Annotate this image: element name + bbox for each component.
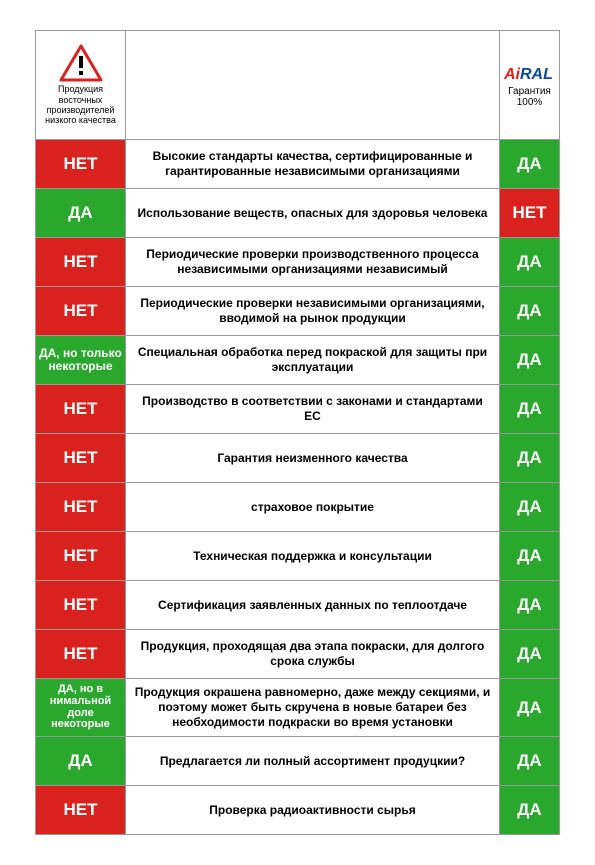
table-row: НЕТВысокие стандарты качества, сертифици… (36, 140, 560, 189)
header-right: Ai RAL Гарантия 100% (500, 31, 560, 140)
header-left: Продукция восточных производителей низко… (36, 31, 126, 140)
right-badge: ДА (500, 532, 560, 581)
row-description: Специальная обработка перед покраской дл… (126, 336, 500, 385)
left-badge: НЕТ (36, 434, 126, 483)
left-badge: НЕТ (36, 786, 126, 835)
table-row: НЕТСертификация заявленных данных по теп… (36, 581, 560, 630)
comparison-table: Продукция восточных производителей низко… (35, 30, 560, 835)
right-badge: ДА (500, 238, 560, 287)
svg-text:RAL: RAL (520, 66, 553, 83)
row-description: Гарантия неизменного качества (126, 434, 500, 483)
right-badge: ДА (500, 385, 560, 434)
table-row: НЕТПроверка радиоактивности сырьяДА (36, 786, 560, 835)
row-description: Периодические проверки независимыми орга… (126, 287, 500, 336)
right-badge: ДА (500, 581, 560, 630)
left-badge: НЕТ (36, 385, 126, 434)
row-description: страховое покрытие (126, 483, 500, 532)
right-badge: ДА (500, 336, 560, 385)
row-description: Сертификация заявленных данных по теплоо… (126, 581, 500, 630)
left-badge: НЕТ (36, 238, 126, 287)
right-badge: НЕТ (500, 189, 560, 238)
table-row: НЕТПродукция, проходящая два этапа покра… (36, 630, 560, 679)
svg-text:Ai: Ai (504, 66, 521, 83)
table-row: ДАПредлагается ли полный ассортимент про… (36, 737, 560, 786)
table-row: ДА, но только некоторыеСпециальная обраб… (36, 336, 560, 385)
right-badge: ДА (500, 786, 560, 835)
table-row: НЕТПериодические проверки производственн… (36, 238, 560, 287)
warning-triangle-icon (59, 44, 103, 82)
left-badge: ДА (36, 737, 126, 786)
table-row: НЕТТехническая поддержка и консультацииД… (36, 532, 560, 581)
right-badge: ДА (500, 630, 560, 679)
table-row: ДАИспользование веществ, опасных для здо… (36, 189, 560, 238)
row-description: Техническая поддержка и консультации (126, 532, 500, 581)
row-description: Предлагается ли полный ассортимент проду… (126, 737, 500, 786)
left-badge: НЕТ (36, 140, 126, 189)
row-description: Периодические проверки производственного… (126, 238, 500, 287)
header-middle (126, 31, 500, 140)
left-badge: ДА, но в нимальной доле некоторые (36, 679, 126, 737)
right-badge: ДА (500, 140, 560, 189)
left-badge: НЕТ (36, 630, 126, 679)
left-badge: ДА, но только некоторые (36, 336, 126, 385)
row-description: Продукция окрашена равномерно, даже межд… (126, 679, 500, 737)
right-badge: ДА (500, 434, 560, 483)
table-row: ДА, но в нимальной доле некоторыеПродукц… (36, 679, 560, 737)
header-left-caption: Продукция восточных производителей низко… (38, 84, 123, 125)
row-description: Производство в соответствии с законами и… (126, 385, 500, 434)
airal-logo-icon: Ai RAL (504, 62, 556, 84)
left-badge: ДА (36, 189, 126, 238)
row-description: Высокие стандарты качества, сертифициров… (126, 140, 500, 189)
table-row: НЕТстраховое покрытиеДА (36, 483, 560, 532)
table-row: НЕТПроизводство в соответствии с законам… (36, 385, 560, 434)
right-badge: ДА (500, 483, 560, 532)
row-description: Продукция, проходящая два этапа покраски… (126, 630, 500, 679)
row-description: Проверка радиоактивности сырья (126, 786, 500, 835)
right-badge: ДА (500, 287, 560, 336)
table-row: НЕТГарантия неизменного качестваДА (36, 434, 560, 483)
table-row: НЕТПериодические проверки независимыми о… (36, 287, 560, 336)
left-badge: НЕТ (36, 581, 126, 630)
row-description: Использование веществ, опасных для здоро… (126, 189, 500, 238)
left-badge: НЕТ (36, 532, 126, 581)
header-right-caption: Гарантия 100% (502, 86, 557, 109)
left-badge: НЕТ (36, 483, 126, 532)
header-row: Продукция восточных производителей низко… (36, 31, 560, 140)
left-badge: НЕТ (36, 287, 126, 336)
right-badge: ДА (500, 679, 560, 737)
right-badge: ДА (500, 737, 560, 786)
